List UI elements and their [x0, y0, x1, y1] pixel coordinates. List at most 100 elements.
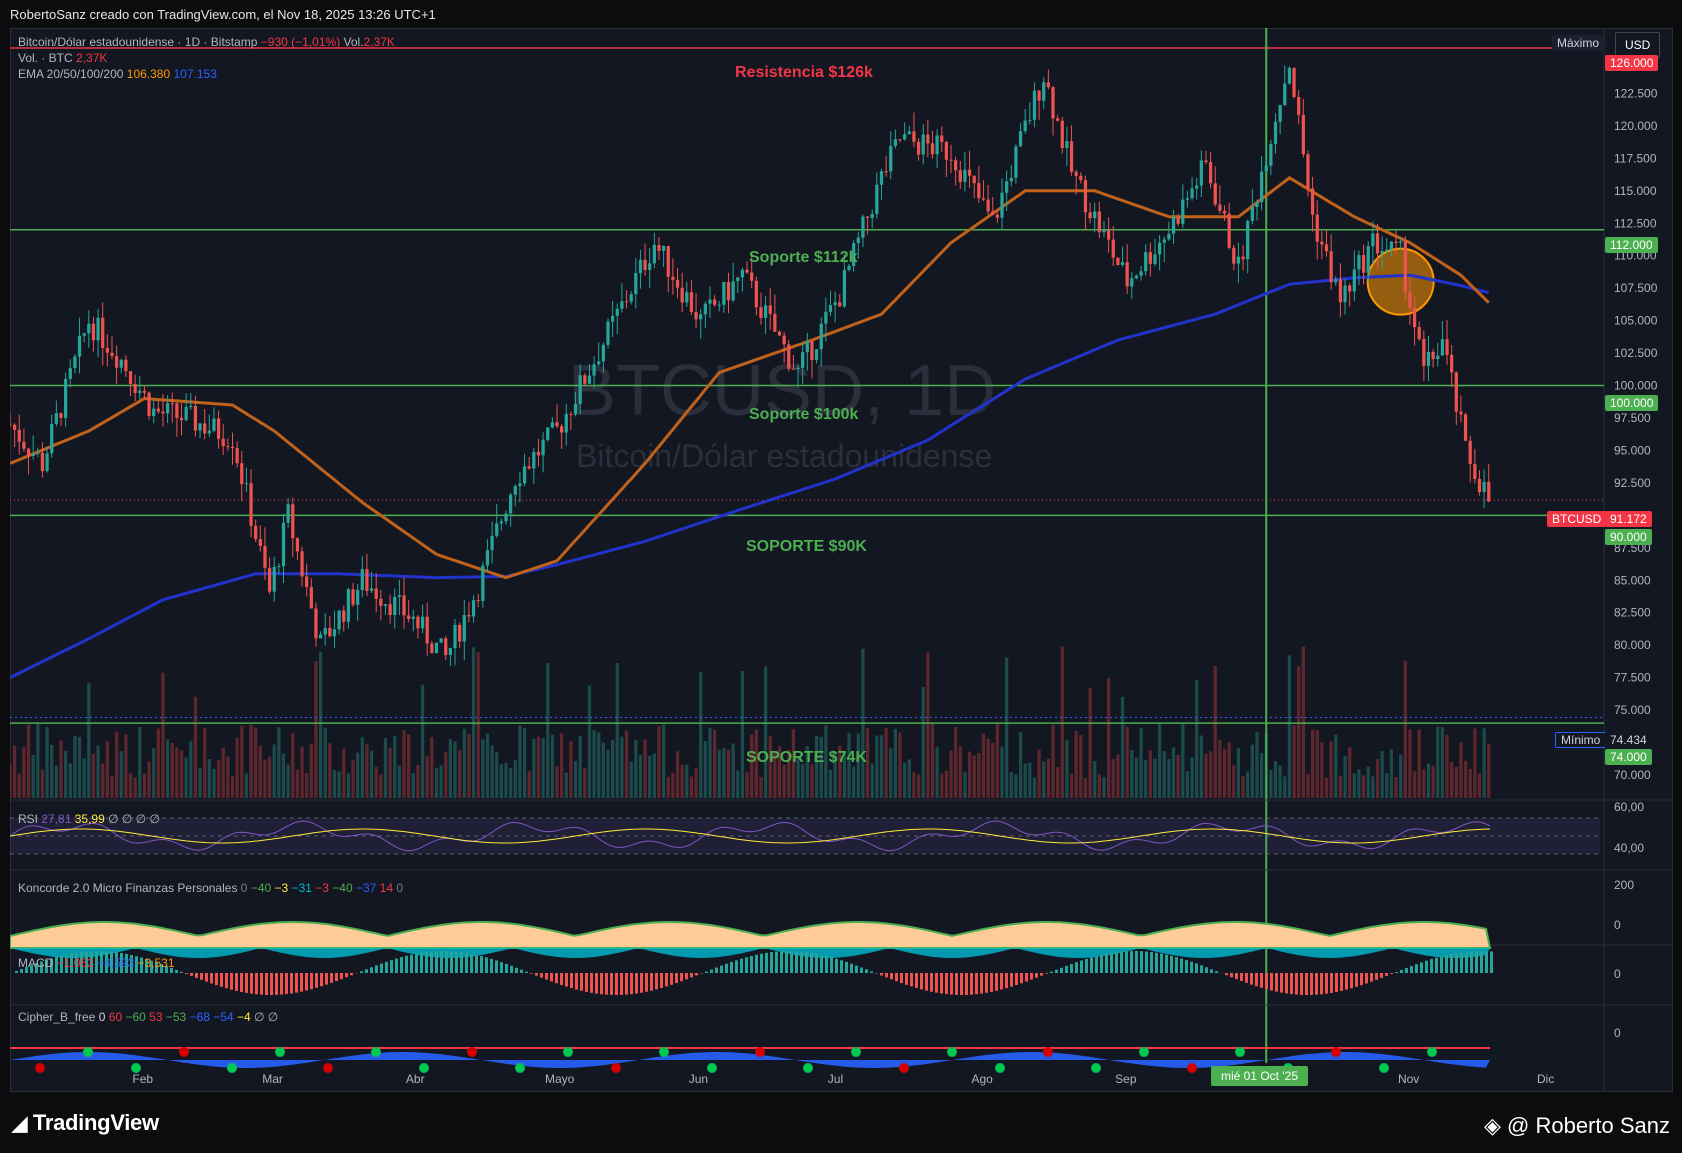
- macd-bar: [260, 973, 263, 995]
- ytick-97.500: 97.500: [1614, 411, 1651, 425]
- candle-body: [583, 375, 587, 384]
- volume-bar: [1157, 723, 1162, 798]
- volume-bar: [323, 727, 327, 798]
- tradingview-logo[interactable]: ◢ TradingView: [12, 1110, 159, 1136]
- cipher-dot: [611, 1063, 621, 1073]
- candle-body: [740, 269, 745, 278]
- macd-bar: [15, 971, 18, 973]
- candle-body: [184, 407, 188, 421]
- candle-body: [82, 333, 86, 336]
- rsi-legend[interactable]: RSI 27,81 35,99 ∅ ∅ ∅ ∅: [18, 812, 160, 826]
- legend-ema-label[interactable]: EMA 20/50/100/200: [18, 67, 124, 81]
- macd-bar: [245, 973, 248, 993]
- candle-body: [1431, 351, 1435, 360]
- legend-symbol[interactable]: Bitcoin/Dólar estadounidense · 1D · Bits…: [18, 35, 258, 49]
- cipher-dot: [755, 1047, 765, 1057]
- macd-bar: [270, 973, 273, 995]
- volume-bar: [300, 746, 304, 798]
- candle-body: [161, 411, 165, 414]
- volume-bar: [898, 732, 902, 798]
- volume-bar: [838, 745, 842, 798]
- macd-bar: [1410, 966, 1413, 973]
- grid: 70.00072.50075.00077.50080.00082.50085.0…: [1603, 28, 1658, 1092]
- candle-body: [634, 273, 638, 295]
- volume-bar: [179, 750, 184, 798]
- volume-bar: [267, 756, 272, 798]
- volume-bar: [1097, 774, 1101, 798]
- volume-bar: [189, 740, 193, 798]
- volume-bar: [1445, 734, 1449, 798]
- cipher-v4: −53: [165, 1010, 187, 1024]
- macd-bar: [945, 973, 948, 995]
- btcusd-chart[interactable]: 70.00072.50075.00077.50080.00082.50085.0…: [10, 28, 1673, 1092]
- candle-body: [1473, 463, 1477, 479]
- macd-bar: [640, 973, 643, 993]
- volume-bar: [1023, 763, 1027, 798]
- cipher-dot: [1331, 1047, 1341, 1057]
- macd-bar: [500, 962, 503, 973]
- candle-body: [1153, 254, 1157, 264]
- candle-body: [221, 438, 225, 447]
- candle-body: [291, 504, 295, 539]
- volume-bar: [666, 776, 670, 798]
- ytick-80.000: 80.000: [1614, 638, 1651, 652]
- candle-body: [212, 418, 216, 431]
- volume-bar: [1208, 751, 1213, 798]
- macd-legend[interactable]: MACD −1.062 −4.593 −3,531: [18, 956, 175, 970]
- candle-body: [875, 184, 879, 214]
- xtick-dic: Dic: [1537, 1072, 1555, 1086]
- macd-bar: [835, 958, 838, 973]
- cipher-dot: [275, 1047, 285, 1057]
- macd-bar: [360, 971, 363, 973]
- candle-body: [467, 615, 471, 617]
- cipher-empty-values: ∅ ∅: [254, 1010, 279, 1024]
- candle-body: [1385, 249, 1389, 252]
- binance-icon: ◈: [1483, 1113, 1501, 1138]
- macd-bar: [205, 973, 208, 982]
- volume-bar: [64, 750, 68, 798]
- volume-bar: [624, 730, 629, 798]
- candle-body: [249, 483, 253, 526]
- volume-bar: [1426, 763, 1431, 798]
- candle-body: [22, 441, 26, 449]
- cipher-legend[interactable]: Cipher_B_free 0 60 −60 53 −53 −68 −54 −4…: [18, 1010, 278, 1024]
- candle-body: [893, 139, 898, 146]
- candle-body: [434, 642, 439, 654]
- macd-bar: [1010, 973, 1013, 987]
- macd-bar: [290, 973, 293, 994]
- volume-bar: [244, 773, 249, 798]
- macd-bar: [1420, 962, 1423, 973]
- volume-bar: [212, 769, 216, 798]
- macd-tick-0: 0: [1614, 967, 1621, 981]
- candle-body: [814, 349, 819, 360]
- candle-body: [323, 628, 327, 635]
- macd-bar: [180, 971, 183, 973]
- candle-body: [699, 314, 703, 320]
- candle-body: [1232, 247, 1236, 264]
- koncorde-legend[interactable]: Koncorde 2.0 Micro Finanzas Personales 0…: [18, 881, 403, 895]
- min-tag: 74.434: [1605, 732, 1652, 748]
- volume-bar: [221, 747, 225, 798]
- candle-body: [147, 392, 151, 417]
- macd-bar: [235, 973, 238, 991]
- volume-bar: [1102, 776, 1106, 798]
- candle-body: [1088, 212, 1092, 219]
- volume-bar: [1018, 732, 1023, 798]
- macd-bar: [1135, 951, 1138, 973]
- candle-body: [787, 344, 791, 369]
- macd-bar: [1180, 958, 1183, 973]
- volume-bar: [1269, 770, 1273, 798]
- macd-bar: [935, 973, 938, 993]
- candle-body: [768, 305, 772, 314]
- macd-bar: [1100, 954, 1103, 973]
- macd-bar: [1245, 973, 1248, 983]
- macd-bar: [370, 967, 373, 973]
- price-tag-112k: 112.000: [1605, 237, 1658, 253]
- currency-button[interactable]: USD: [1615, 32, 1661, 58]
- macd-bar: [430, 951, 433, 973]
- volume-bar: [175, 747, 179, 798]
- macd-bar: [625, 973, 628, 995]
- macd-bar: [515, 967, 518, 973]
- macd-bar: [75, 952, 78, 973]
- legend-vol-btc-label[interactable]: Vol. · BTC: [18, 51, 73, 65]
